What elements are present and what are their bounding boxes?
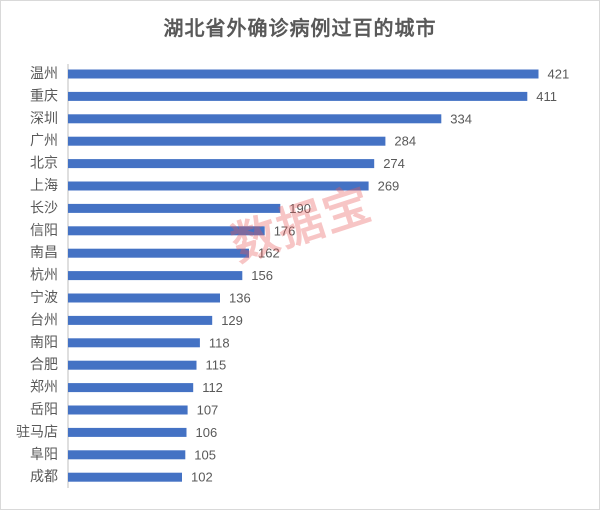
bar [68,472,182,482]
bar [68,69,539,79]
bar [68,383,194,393]
bar [68,226,265,236]
bar [68,405,188,415]
value-label: 190 [289,201,311,216]
category-label: 阜阳 [30,446,58,463]
category-label: 岳阳 [30,402,58,418]
bar [68,450,186,460]
category-label: 上海 [30,178,58,194]
value-label: 421 [548,67,570,82]
category-label: 南阳 [30,335,58,351]
category-label: 重庆 [30,88,58,104]
category-label: 驻马店 [16,424,58,440]
bar [68,338,200,348]
value-label: 129 [221,313,243,328]
value-label: 162 [258,246,280,261]
category-label: 信阳 [30,223,58,239]
value-label: 334 [450,111,472,126]
value-label: 106 [196,425,218,440]
value-label: 105 [194,447,216,462]
value-label: 284 [394,134,416,149]
bar [68,315,213,325]
bar [68,293,220,303]
value-label: 274 [383,156,405,171]
value-label: 112 [202,380,223,395]
bar [68,181,369,191]
category-label: 合肥 [30,357,58,373]
category-label: 宁波 [30,289,58,306]
bar [68,360,197,370]
bar [68,114,442,124]
value-label: 118 [209,335,230,350]
category-label: 南昌 [30,245,58,261]
chart-title: 湖北省外确诊病例过百的城市 [163,16,437,40]
category-label: 深圳 [30,111,58,127]
category-label: 温州 [30,66,58,82]
value-label: 136 [229,291,251,306]
category-label: 广州 [30,133,58,149]
bar [68,427,187,437]
value-label: 102 [191,470,213,485]
category-label: 台州 [30,312,58,328]
category-label: 杭州 [30,268,58,284]
category-label: 北京 [30,156,58,172]
bar [68,203,281,213]
value-label: 269 [378,179,400,194]
bar [68,271,243,281]
bar [68,248,249,258]
value-label: 176 [274,223,296,238]
value-label: 115 [206,358,227,373]
value-label: 411 [536,89,557,104]
category-label: 郑州 [30,380,58,396]
value-label: 107 [197,403,219,418]
category-label: 成都 [30,469,58,485]
value-label: 156 [251,268,273,283]
bar [68,91,528,101]
category-label: 长沙 [30,200,58,216]
bar [68,159,375,169]
bar [68,136,386,146]
